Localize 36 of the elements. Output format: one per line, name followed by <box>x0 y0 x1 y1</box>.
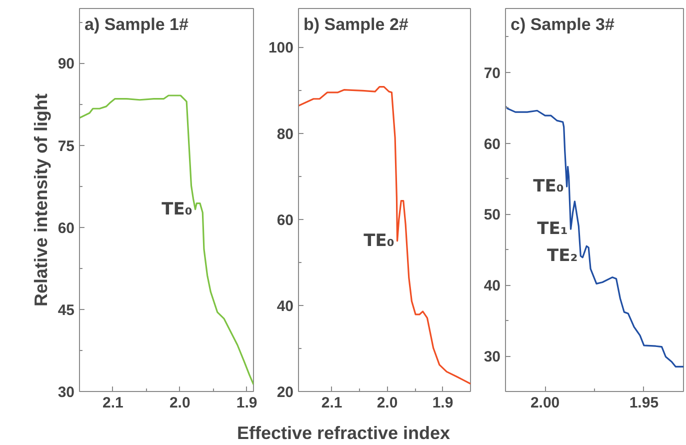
line-series <box>80 94 254 386</box>
y-tick-label: 40 <box>484 278 501 295</box>
annotation: TE₀ <box>162 199 192 220</box>
annotation: TE₀ <box>364 230 394 251</box>
y-tick-label: 75 <box>58 138 75 155</box>
x-tick-label: 2.0 <box>169 394 190 412</box>
chart-title: a) Sample 1# <box>84 15 189 34</box>
y-tick-label: 40 <box>276 298 294 315</box>
x-tick-label: 1.9 <box>236 394 258 412</box>
chart-title: c) Sample 3# <box>510 15 615 34</box>
y-tick-label: 100 <box>268 40 294 57</box>
x-tick-label: 2.1 <box>321 394 342 412</box>
x-tick-label: 2.00 <box>530 394 560 412</box>
y-tick-label: 30 <box>58 384 75 401</box>
x-tick-label: 1.95 <box>629 394 659 412</box>
y-tick-label: 80 <box>276 126 294 143</box>
y-tick-label: 60 <box>484 136 501 153</box>
x-tick-label: 2.0 <box>376 394 398 412</box>
y-tick-label: 60 <box>276 212 294 229</box>
y-tick-label: 45 <box>58 302 75 319</box>
chart-title: b) Sample 2# <box>304 15 409 34</box>
y-tick-label: 20 <box>276 384 294 401</box>
line-series <box>298 86 470 385</box>
y-tick-label: 70 <box>484 64 501 82</box>
x-tick-label: 1.9 <box>432 394 454 412</box>
annotation: TE₀ <box>533 176 564 197</box>
x-axis-title: Effective refractive index <box>236 422 450 443</box>
y-tick-label: 60 <box>58 220 75 237</box>
annotation: TE₁ <box>537 219 568 240</box>
y-tick-label: 30 <box>484 348 501 366</box>
annotation: TE₂ <box>547 246 578 266</box>
x-tick-label: 2.1 <box>102 394 124 412</box>
y-tick-label: 50 <box>484 206 501 224</box>
y-tick-label: 90 <box>58 56 75 73</box>
y-axis-title: Relative intensity of light <box>30 93 51 307</box>
line-series <box>506 106 684 368</box>
